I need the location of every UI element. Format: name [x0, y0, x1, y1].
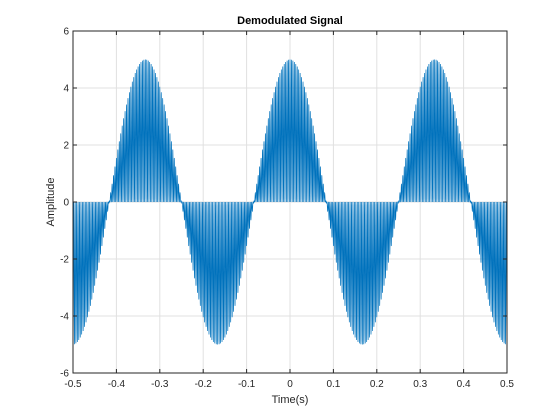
x-tick-label: 0: [287, 379, 293, 390]
x-tick-label: -0.1: [238, 379, 256, 390]
x-tick-label: 0.1: [326, 379, 340, 390]
series-layer: [72, 59, 508, 345]
x-tick-label: 0.4: [457, 379, 471, 390]
series-line: [72, 59, 508, 345]
chart-title: Demodulated Signal: [237, 15, 343, 27]
x-tick-label: 0.2: [370, 379, 384, 390]
x-tick-label: 0.5: [500, 379, 514, 390]
y-tick-label: 4: [63, 84, 69, 95]
y-tick-label: -6: [60, 369, 69, 380]
x-tick-label: -0.3: [151, 379, 169, 390]
y-tick-label: 0: [63, 198, 69, 209]
y-tick-label: 2: [63, 141, 69, 152]
y-tick-label: -4: [60, 312, 69, 323]
x-axis-label: Time(s): [272, 394, 309, 406]
y-axis-label: Amplitude: [45, 178, 57, 227]
y-tick-label: 6: [63, 27, 69, 38]
x-tick-label: -0.5: [64, 379, 82, 390]
x-tick-label: -0.2: [195, 379, 213, 390]
ticks: -0.5 -0.4 -0.3 -0.2 -0.1 0 0.1 0.2 0.3 0.4 0.5 -6 -4…: [60, 27, 514, 391]
x-tick-label: 0.3: [413, 379, 427, 390]
x-tick-label: -0.4: [108, 379, 126, 390]
y-tick-label: -2: [60, 255, 69, 266]
